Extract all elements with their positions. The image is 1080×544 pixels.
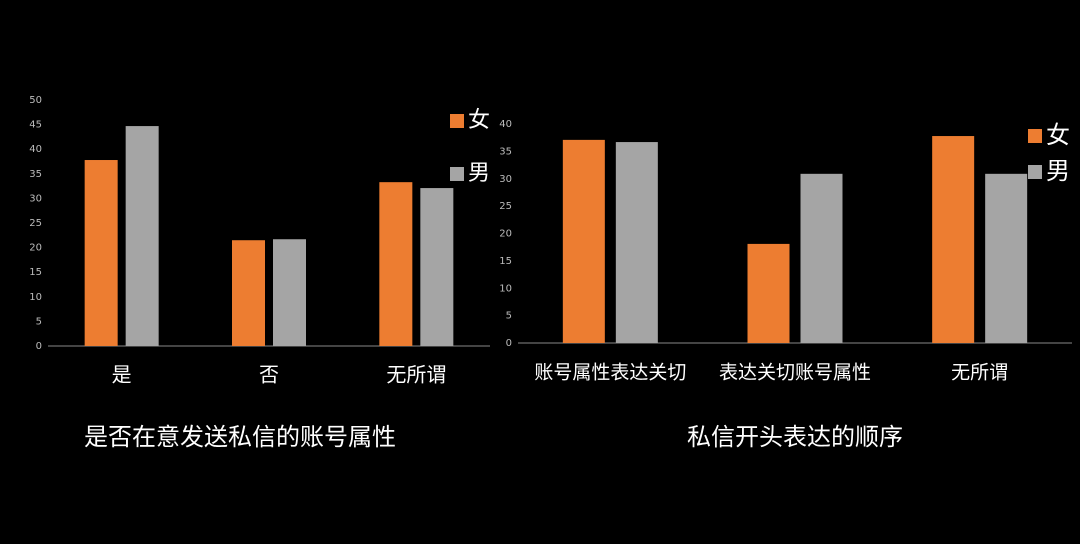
bar	[800, 173, 843, 343]
y-tick-label: 25	[499, 201, 512, 212]
y-tick-label: 25	[29, 218, 42, 229]
y-tick-label: 5	[36, 316, 42, 327]
x-tick-label: 是	[112, 363, 132, 387]
y-tick-label: 30	[29, 193, 42, 204]
bar	[615, 142, 658, 343]
y-tick-label: 5	[506, 311, 512, 322]
legend-label: 女	[468, 108, 490, 133]
chart-title: 是否在意发送私信的账号属性	[84, 423, 396, 451]
x-tick-label: 否	[259, 363, 279, 387]
legend-label: 男	[1046, 157, 1070, 185]
y-tick-label: 50	[29, 95, 42, 106]
chart-title: 私信开头表达的顺序	[687, 423, 903, 451]
y-tick-label: 20	[499, 229, 512, 240]
legend-label: 男	[468, 161, 490, 186]
y-tick-label: 20	[29, 243, 42, 254]
bar	[932, 136, 975, 343]
y-tick-label: 10	[499, 283, 512, 294]
y-tick-label: 15	[499, 256, 512, 267]
y-tick-label: 45	[29, 120, 42, 131]
x-tick-label: 无所谓	[951, 362, 1008, 384]
y-tick-label: 10	[29, 292, 42, 303]
bar	[985, 173, 1028, 343]
y-tick-label: 35	[499, 146, 512, 157]
y-tick-label: 30	[499, 174, 512, 185]
y-tick-label: 0	[506, 338, 512, 349]
bar	[125, 126, 159, 347]
bar	[379, 182, 413, 346]
legend-swatch	[1028, 129, 1042, 143]
x-tick-label: 无所谓	[386, 363, 446, 387]
y-tick-label: 40	[29, 144, 42, 155]
y-tick-label: 40	[499, 119, 512, 130]
bar	[273, 239, 306, 346]
bar	[420, 188, 454, 346]
legend-swatch	[450, 167, 464, 181]
legend-swatch	[450, 114, 464, 128]
bar	[562, 139, 605, 343]
bar	[84, 160, 118, 346]
y-tick-label: 35	[29, 169, 42, 180]
x-tick-label: 表达关切账号属性	[719, 362, 871, 384]
y-tick-label: 0	[36, 341, 42, 352]
bar	[747, 243, 790, 343]
x-tick-label: 账号属性表达关切	[534, 362, 686, 384]
legend-swatch	[1028, 165, 1042, 179]
legend-label: 女	[1046, 121, 1070, 149]
y-tick-label: 15	[29, 267, 42, 278]
bar	[232, 240, 265, 346]
